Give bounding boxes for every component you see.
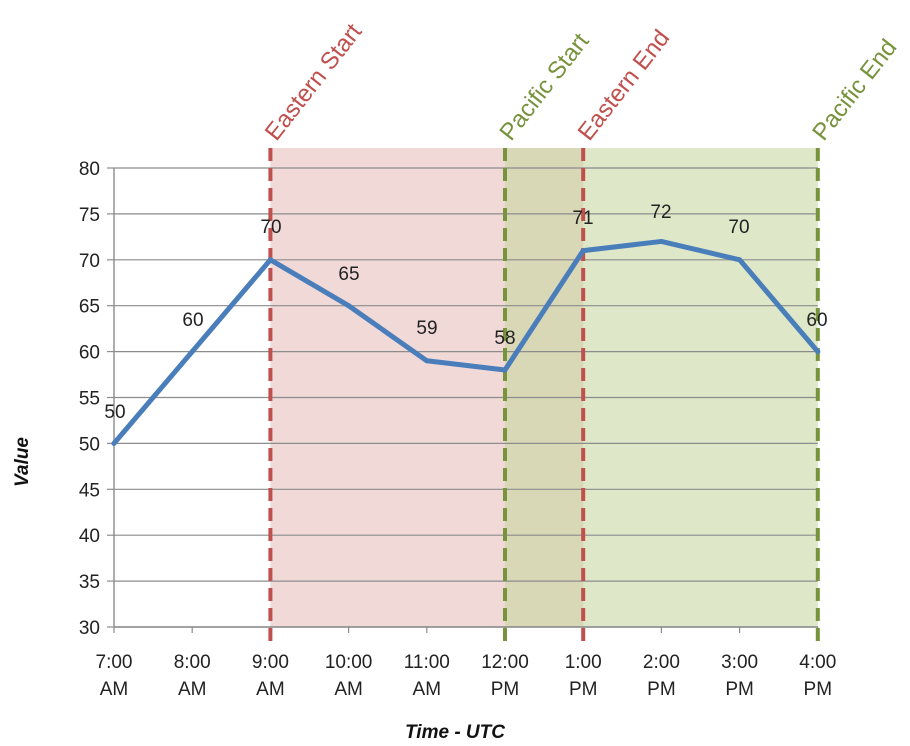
y-tick-label: 50 (79, 434, 100, 455)
shaded-region-2 (505, 148, 818, 627)
marker-label-1: Eastern Start (260, 18, 368, 145)
x-tick-label: 1:00 PM (565, 652, 602, 700)
x-tick-label: 12:00 PM (481, 652, 529, 700)
y-tick-label: 60 (79, 343, 100, 364)
data-label: 70 (728, 217, 749, 238)
x-tick-label: 10:00 AM (325, 652, 373, 700)
data-label: 71 (572, 208, 593, 229)
y-tick-label: 80 (79, 159, 100, 180)
axes (113, 168, 819, 633)
data-label: 60 (182, 310, 203, 331)
x-axis-title: Time - UTC (405, 722, 505, 743)
y-tick-label: 65 (79, 297, 100, 318)
data-point (111, 440, 117, 446)
x-tick-label: 9:00 AM (252, 652, 289, 700)
y-tick-label: 40 (79, 526, 100, 547)
data-point (580, 248, 586, 254)
x-tick-label: 8:00 AM (174, 652, 211, 700)
data-label: 70 (260, 217, 281, 238)
data-point (189, 349, 195, 355)
x-tick-label: 4:00 PM (799, 652, 836, 700)
data-point (815, 349, 821, 355)
y-tick-label: 35 (79, 572, 100, 593)
x-tick-label: 3:00 PM (721, 652, 758, 700)
data-labels: 50 60 70 65 59 58 71 72 70 60 (104, 202, 827, 423)
data-label: 50 (104, 402, 125, 423)
shaded-regions (270, 148, 818, 627)
data-point (502, 367, 508, 373)
data-label: 60 (806, 310, 827, 331)
data-point (658, 238, 664, 244)
x-tick-label: 2:00 PM (643, 652, 680, 700)
data-label: 65 (338, 264, 359, 285)
data-point (737, 257, 743, 263)
data-label: 58 (494, 328, 515, 349)
data-series (111, 238, 821, 446)
series-line-1 (111, 238, 821, 446)
y-tick-label: 30 (79, 618, 100, 639)
marker-label-4: Pacific End (807, 34, 902, 145)
y-tick-label: 45 (79, 480, 100, 501)
y-tick-label: 75 (79, 205, 100, 226)
y-tick-label: 70 (79, 251, 100, 272)
data-point (346, 303, 352, 309)
y-tick-label: 55 (79, 389, 100, 410)
x-tick-label: 7:00 AM (96, 652, 133, 700)
data-point (267, 257, 273, 263)
x-tick-label: 11:00 AM (404, 652, 450, 700)
x-tick-labels: 7:00 AM 8:00 AM 9:00 AM 10:00 AM 11:00 AM 12:00 PM 1… (96, 652, 837, 700)
y-tick-labels: 30 35 40 45 50 55 60 65 70 75 80 (79, 159, 100, 639)
data-point (424, 358, 430, 364)
data-label: 59 (416, 318, 437, 339)
data-label: 72 (650, 202, 671, 223)
y-axis-title: Value (12, 437, 33, 487)
marker-lines (268, 148, 820, 643)
